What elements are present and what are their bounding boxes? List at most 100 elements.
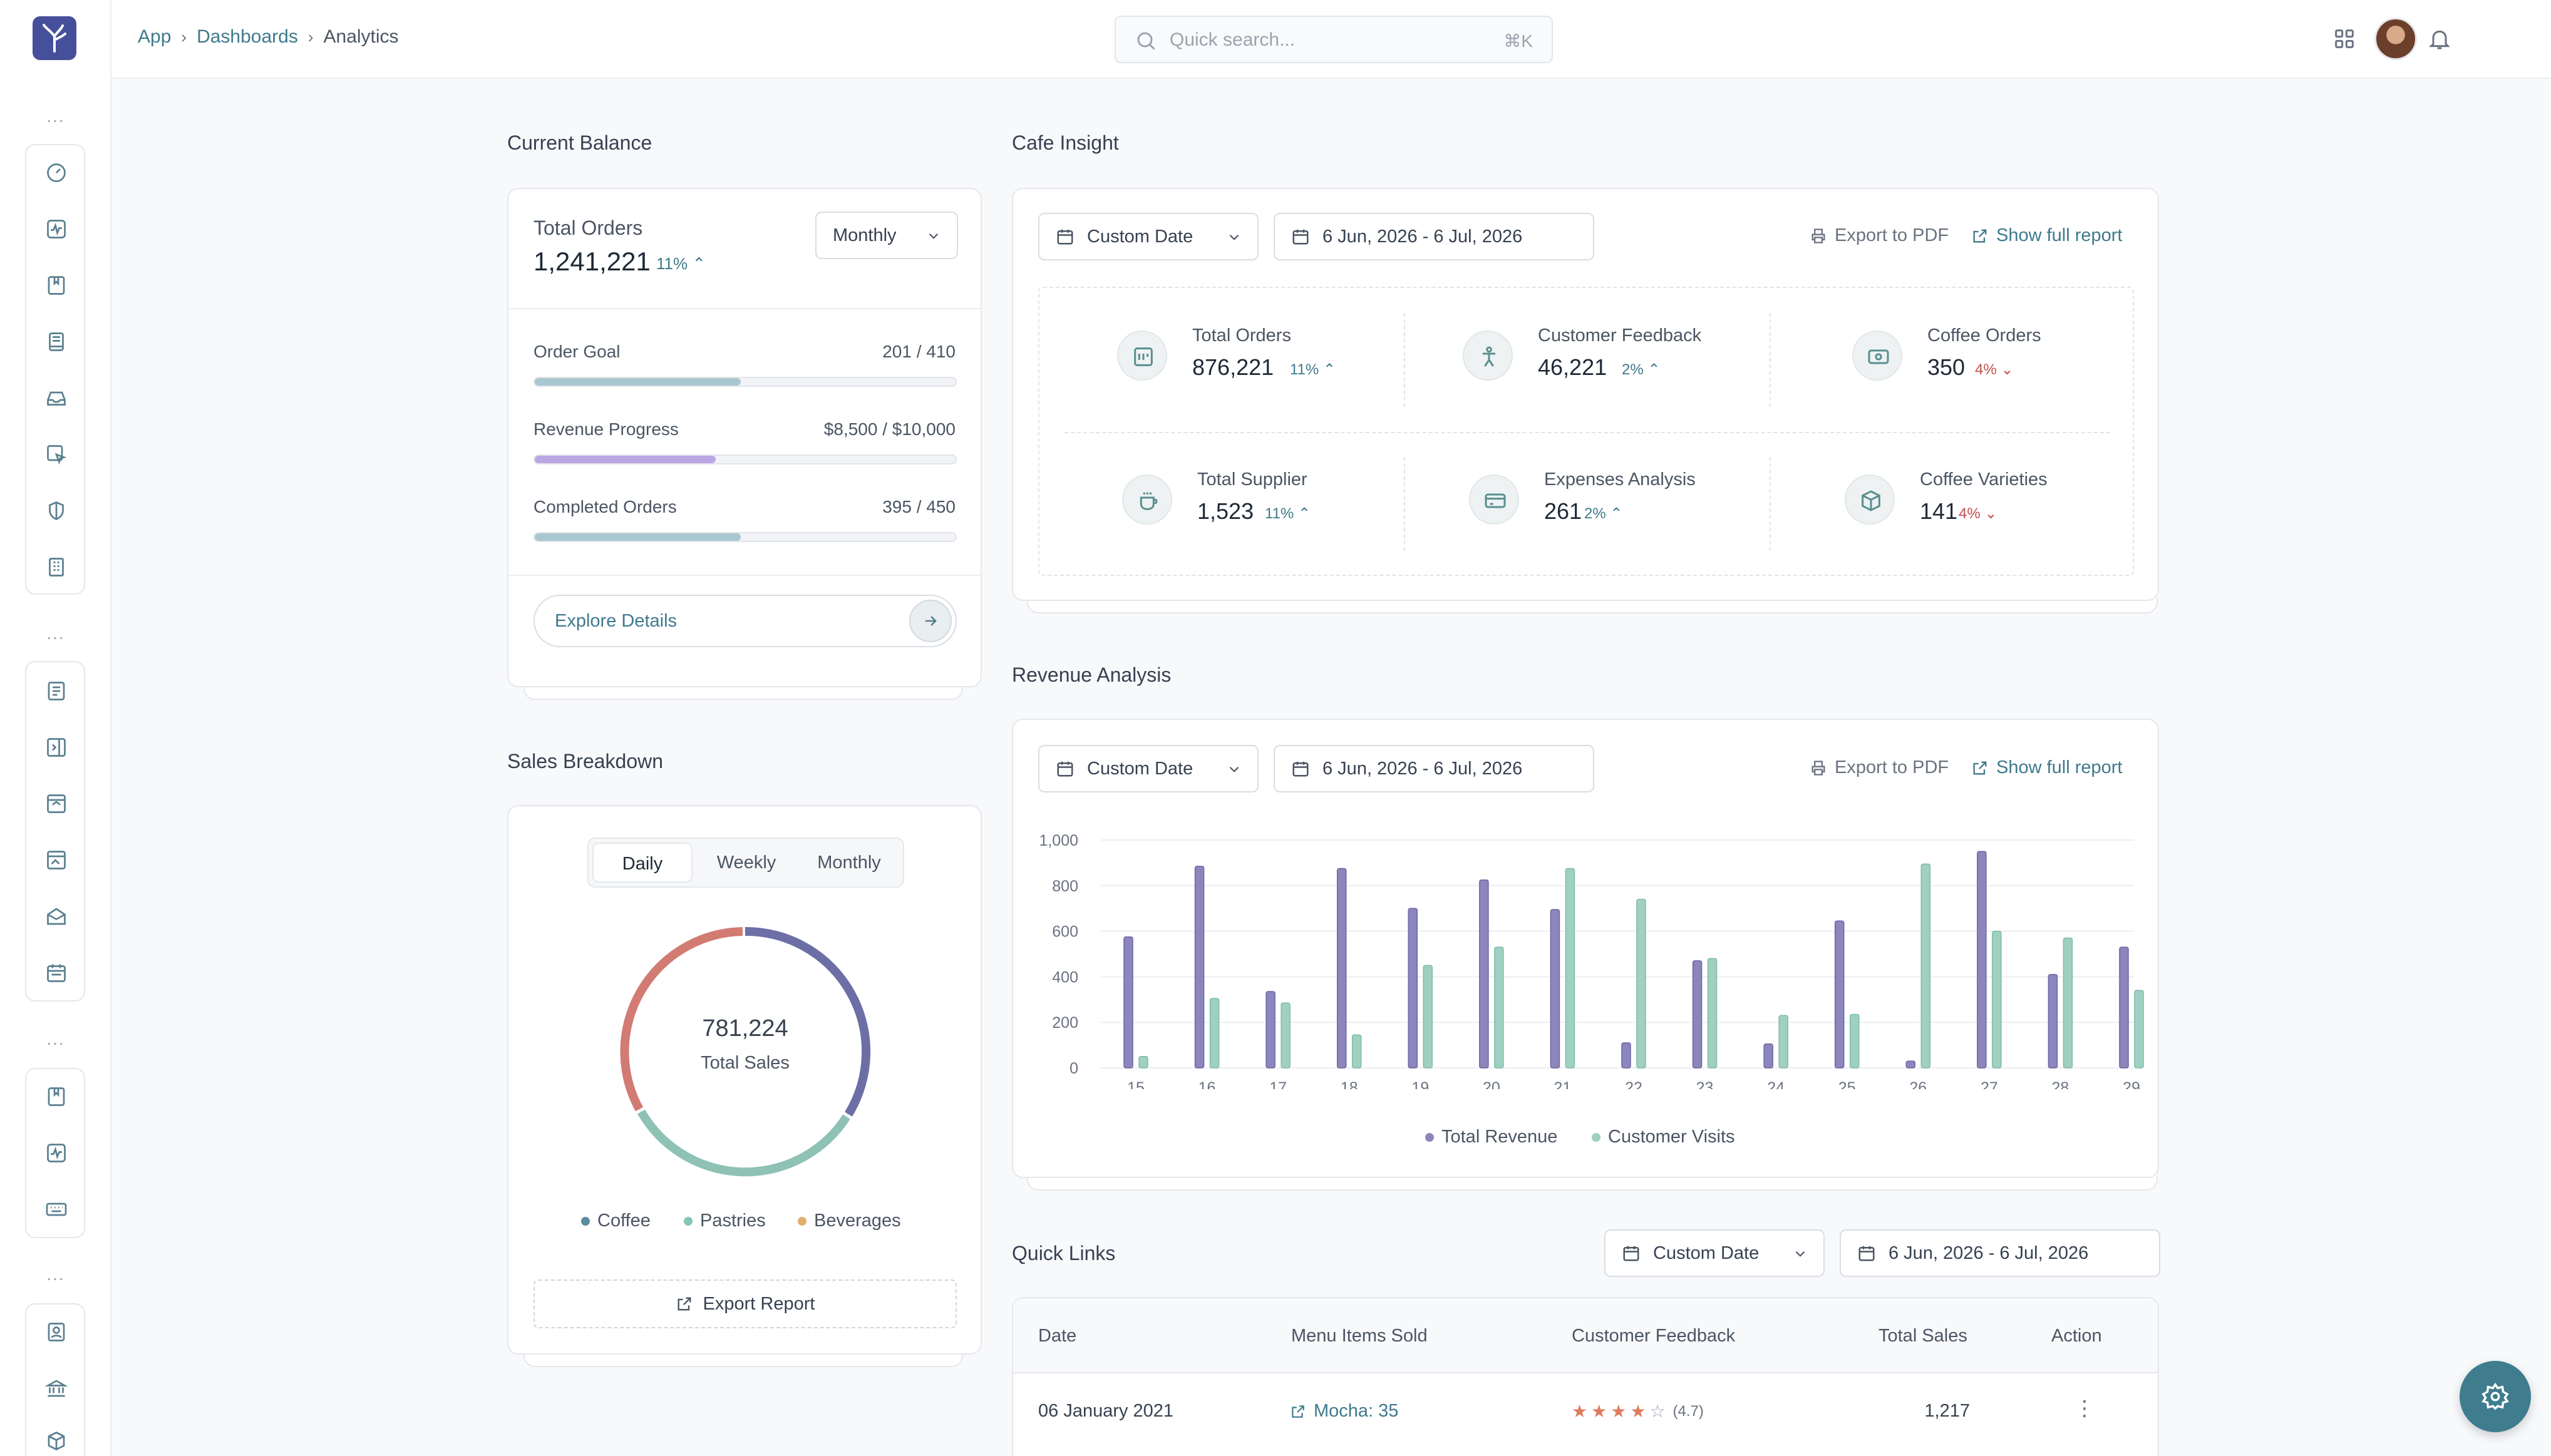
quick-links-date-mode-select[interactable]: Custom Date [1604, 1229, 1825, 1277]
image-icon[interactable] [45, 792, 68, 815]
calendar-icon [1292, 761, 1309, 777]
bar-customer-visits-17[interactable] [1281, 1002, 1291, 1069]
bar-customer-visits-21[interactable] [1565, 868, 1575, 1069]
x-tick-label: 26 [1909, 1079, 1927, 1089]
column-menu-items-sold[interactable]: Menu Items Sold [1291, 1326, 1428, 1346]
cafe-date-range-input[interactable]: 6 Jun, 2026 - 6 Jul, 2026 [1274, 213, 1594, 260]
bar-total-revenue-19[interactable] [1408, 908, 1418, 1069]
bar-customer-visits-18[interactable] [1351, 1034, 1362, 1069]
breadcrumb-dashboards[interactable]: Dashboards [197, 26, 298, 47]
sidebar-separator: ... [46, 1264, 65, 1284]
quick-links-date-range-input[interactable]: 6 Jun, 2026 - 6 Jul, 2026 [1840, 1229, 2160, 1277]
building-icon[interactable] [45, 556, 68, 578]
legend-dot-customer-visits [1592, 1132, 1600, 1142]
completed-orders-label: Completed Orders [533, 497, 677, 516]
bar-customer-visits-22[interactable] [1636, 898, 1646, 1069]
printer-icon [1811, 228, 1825, 244]
metric-label: Total Supplier [1197, 469, 1307, 490]
activity-icon[interactable] [45, 218, 68, 240]
bar-total-revenue-25[interactable] [1834, 920, 1845, 1069]
bar-customer-visits-20[interactable] [1494, 946, 1504, 1069]
bar-total-revenue-23[interactable] [1692, 960, 1703, 1069]
package-icon[interactable] [45, 1430, 68, 1452]
bar-customer-visits-29[interactable] [2134, 990, 2144, 1069]
shield-icon[interactable] [45, 500, 68, 522]
row-menu-item-link[interactable]: Mocha: 35 [1290, 1401, 1398, 1422]
search-input[interactable]: Quick search... ⌘K [1115, 16, 1553, 63]
apps-grid-icon[interactable] [2332, 26, 2357, 51]
tab-weekly[interactable]: Weekly [716, 853, 776, 873]
bar-customer-visits-27[interactable] [1992, 930, 2002, 1069]
revenue-full-report-link[interactable]: Show full report [1971, 757, 2123, 778]
calendar-icon[interactable] [45, 961, 68, 984]
cafe-date-mode-select[interactable]: Custom Date [1038, 213, 1259, 260]
column-date[interactable]: Date [1038, 1326, 1077, 1346]
column-total-sales[interactable]: Total Sales [1878, 1326, 1967, 1346]
dashboard-icon[interactable] [45, 161, 68, 184]
bar-total-revenue-29[interactable] [2119, 946, 2129, 1069]
revenue-export-pdf-button[interactable]: Export to PDF [1810, 757, 1949, 778]
more-vertical-icon[interactable]: ⋮ [2074, 1397, 2095, 1420]
bookmark-icon[interactable] [45, 1085, 68, 1108]
mail-open-icon[interactable] [45, 905, 68, 928]
inbox-icon[interactable] [45, 387, 68, 409]
bar-total-revenue-28[interactable] [2048, 974, 2058, 1069]
revenue-analysis-card: Custom Date 6 Jun, 2026 - 6 Jul, 2026 Ex… [1012, 719, 2159, 1178]
calendar-icon [1292, 229, 1309, 245]
bar-total-revenue-15[interactable] [1123, 936, 1133, 1069]
bar-customer-visits-16[interactable] [1209, 998, 1220, 1069]
tab-daily[interactable]: Daily [592, 843, 693, 883]
bookmark-icon[interactable] [45, 274, 68, 297]
chevron-down-icon: ⌄ [2001, 361, 2014, 378]
bar-customer-visits-23[interactable] [1707, 958, 1718, 1069]
bar-customer-visits-15[interactable] [1138, 1056, 1148, 1069]
arrow-right-icon [909, 600, 952, 642]
period-select[interactable]: Monthly [815, 212, 958, 259]
external-link-icon [678, 1297, 691, 1311]
book-icon[interactable] [45, 331, 68, 353]
document-icon[interactable] [45, 680, 68, 702]
gallery-icon[interactable] [45, 849, 68, 871]
bar-total-revenue-18[interactable] [1336, 868, 1347, 1069]
export-report-button[interactable]: Export Report [533, 1279, 957, 1328]
bar-total-revenue-27[interactable] [1977, 851, 1987, 1069]
user-card-icon[interactable] [45, 1321, 68, 1343]
settings-button[interactable] [2460, 1361, 2531, 1432]
breadcrumb-app[interactable]: App [138, 26, 172, 47]
cafe-export-pdf-button[interactable]: Export to PDF [1810, 225, 1949, 246]
bar-customer-visits-24[interactable] [1778, 1015, 1788, 1069]
bar-customer-visits-25[interactable] [1849, 1013, 1860, 1069]
bar-total-revenue-16[interactable] [1194, 866, 1205, 1069]
row-rating: ★ ★ ★ ★ ☆ (4.7) [1572, 1401, 1704, 1422]
sidebar-toggle-icon[interactable] [45, 736, 68, 759]
y-tick-label: 0 [1069, 1060, 1078, 1077]
user-avatar[interactable] [2374, 18, 2417, 60]
bar-total-revenue-26[interactable] [1905, 1060, 1916, 1069]
bar-total-revenue-17[interactable] [1265, 991, 1276, 1069]
bar-total-revenue-20[interactable] [1479, 879, 1489, 1069]
x-tick-label: 23 [1696, 1079, 1714, 1089]
pointer-icon[interactable] [45, 443, 68, 466]
bar-total-revenue-24[interactable] [1763, 1043, 1773, 1069]
completed-orders-fill [535, 533, 741, 541]
app-logo[interactable] [33, 16, 76, 60]
bank-icon[interactable] [44, 1377, 68, 1400]
revenue-date-range-input[interactable]: 6 Jun, 2026 - 6 Jul, 2026 [1274, 745, 1594, 792]
bar-total-revenue-21[interactable] [1550, 909, 1560, 1069]
bar-total-revenue-22[interactable] [1621, 1042, 1631, 1069]
bar-customer-visits-19[interactable] [1423, 965, 1433, 1069]
column-customer-feedback[interactable]: Customer Feedback [1572, 1326, 1736, 1346]
revenue-date-mode-select[interactable]: Custom Date [1038, 745, 1259, 792]
metric-change: 4% ⌄ [1959, 505, 1997, 522]
bar-customer-visits-26[interactable] [1920, 863, 1931, 1069]
calendar-icon [1623, 1246, 1639, 1261]
total-sales-label: Total Sales [701, 1053, 790, 1073]
cafe-full-report-link[interactable]: Show full report [1971, 225, 2123, 246]
activity-icon[interactable] [45, 1142, 68, 1164]
revenue-progress-label: Revenue Progress [533, 419, 679, 439]
explore-details-button[interactable]: Explore Details [533, 595, 957, 647]
tab-monthly[interactable]: Monthly [817, 853, 881, 873]
bar-customer-visits-28[interactable] [2063, 937, 2073, 1069]
keyboard-icon[interactable] [45, 1198, 68, 1221]
notification-bell-icon[interactable] [2427, 26, 2452, 51]
